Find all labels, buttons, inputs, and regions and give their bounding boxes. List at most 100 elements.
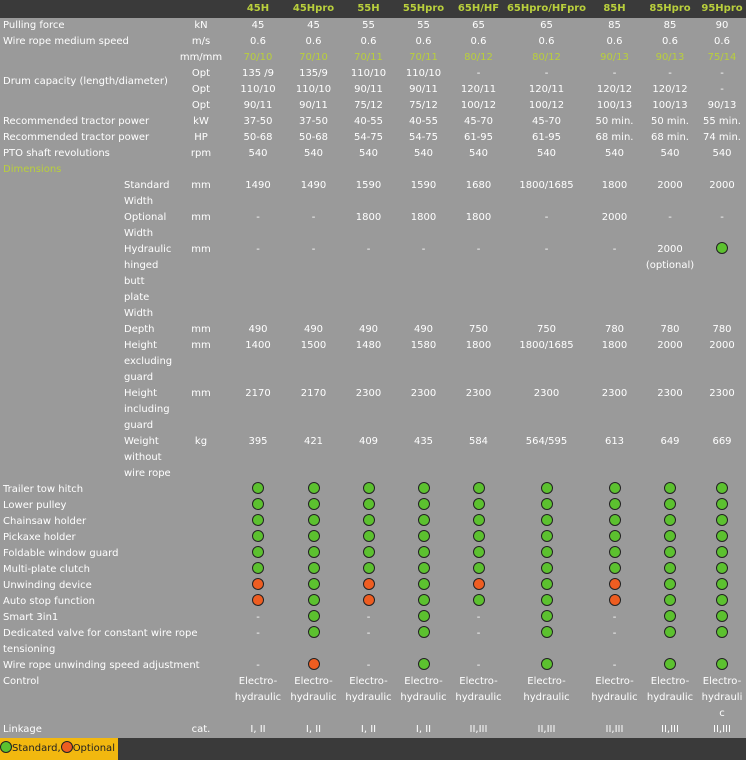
value-cell: 780: [604, 324, 625, 335]
standard-dot-icon: [506, 498, 587, 514]
value-cell: 0.6: [606, 36, 623, 47]
feature-label: Trailer tow hitch: [3, 484, 84, 495]
standard-dot-icon: [341, 482, 396, 498]
value-cell: -: [311, 212, 316, 223]
standard-dot-icon: [506, 546, 587, 562]
standard-dot-icon: [396, 626, 451, 658]
feature-row: Multi-plate clutch: [0, 562, 746, 578]
value-cell: 540: [248, 148, 268, 159]
control-value: Electro-hydraulic: [290, 676, 337, 703]
column-header-1: 45Hpro: [286, 0, 341, 18]
value-cell: 120/12: [652, 84, 688, 95]
value-cell: 90: [715, 20, 729, 31]
value-cell: 70/10: [299, 52, 328, 63]
standard-dot-icon: [506, 658, 587, 674]
value-cell: 90/11: [354, 84, 383, 95]
standard-dot-icon: [286, 626, 341, 658]
spec-row: Recommended tractor power HP 50-68 50-68 54-…: [0, 130, 746, 146]
value-cell: 110/10: [240, 84, 276, 95]
feature-row: Auto stop function: [0, 594, 746, 610]
value-cell: 2000: [657, 340, 683, 351]
value-cell: 74 min.: [703, 132, 741, 143]
standard-dot-icon: [642, 578, 698, 594]
value-cell: 54-75: [353, 132, 384, 143]
standard-dot-icon: [587, 530, 642, 546]
standard-dot-icon: [396, 578, 451, 594]
value-cell: 1800: [465, 340, 492, 351]
optional-dot-icon: [341, 594, 396, 610]
linkage-row: Linkage cat. I, II I, II I, II I, II II,III II,…: [0, 722, 746, 738]
value-cell: 649: [660, 436, 680, 447]
value-cell: 2300: [601, 388, 628, 399]
value-cell: -: [720, 84, 724, 95]
spec-table-sheet: 45H 45Hpro 55H 55Hpro 65H/HF 65Hpro/HFpro 85H 8…: [0, 0, 746, 738]
standard-dot-icon: [286, 578, 341, 594]
row-unit: kW: [193, 116, 209, 127]
standard-dot-icon: [587, 514, 642, 530]
value-cell: 61-95: [531, 132, 562, 143]
standard-dot-icon: [506, 578, 587, 594]
standard-dot-icon: [451, 546, 506, 562]
value-cell: -: [476, 628, 481, 639]
value-cell: 0.6: [470, 36, 487, 47]
spec-row: Recommended tractor power kW 37-50 37-50 40-…: [0, 114, 746, 130]
value-cell: 65: [540, 20, 553, 31]
row-unit: mm: [191, 388, 211, 399]
value-cell: 55 min.: [703, 116, 741, 127]
column-header-0: 45H: [230, 0, 286, 18]
value-cell: 1490: [245, 180, 271, 191]
value-cell: 540: [358, 148, 379, 159]
standard-dot-icon: [698, 530, 746, 546]
linkage-value: I, II: [250, 724, 266, 735]
legend-optional: Optional: [72, 743, 115, 754]
value-cell: 65: [472, 20, 485, 31]
standard-dot-icon: [286, 514, 341, 530]
value-cell: -: [612, 68, 617, 79]
feature-label: Pickaxe holder: [3, 532, 76, 543]
standard-dot-icon: [451, 562, 506, 578]
value-cell: 1800: [410, 212, 437, 223]
standard-dot-icon: [587, 546, 642, 562]
value-cell: -: [256, 244, 260, 255]
standard-dot-icon: [341, 546, 396, 562]
optional-dot-icon: [230, 578, 286, 594]
value-cell: 395: [248, 436, 268, 447]
value-cell: 135/9: [299, 68, 328, 79]
dimension-row: Optional Width mm - - 1800 1800 1800 - 2000 - -: [0, 210, 746, 242]
standard-dot-icon: [698, 626, 746, 658]
value-cell: 540: [303, 148, 324, 159]
row-label-drum-capacity: Drum capacity (length/diameter): [3, 76, 168, 87]
feature-row: Pickaxe holder: [0, 530, 746, 546]
row-unit: Opt: [191, 84, 211, 95]
standard-dot-icon: [698, 482, 746, 498]
value-cell: 1580: [410, 340, 437, 351]
value-cell: -: [720, 68, 724, 79]
value-cell: 613: [604, 436, 625, 447]
control-value: Electro-hydraulic: [234, 676, 282, 703]
linkage-value: II,III: [469, 724, 488, 735]
legend-bar: Standard, Optional: [0, 738, 746, 760]
feature-label: Chainsaw holder: [3, 516, 87, 527]
value-cell: 2300: [410, 388, 437, 399]
value-cell: 669: [712, 436, 732, 447]
value-cell: -: [256, 612, 260, 623]
value-cell: -: [476, 68, 481, 79]
standard-dot-icon: [230, 562, 286, 578]
dimensions-heading: Dimensions: [3, 164, 62, 175]
indent-cell: [0, 322, 124, 338]
row-unit: kg: [194, 436, 208, 447]
value-cell: 1800: [465, 212, 492, 223]
value-cell: 1480: [355, 340, 382, 351]
value-cell: 2300: [657, 388, 683, 399]
value-cell: 0.6: [415, 36, 432, 47]
standard-dot-icon: [286, 610, 341, 626]
value-cell: -: [476, 244, 481, 255]
value-cell: 61-95: [463, 132, 494, 143]
header-unit-cell: [172, 0, 230, 18]
standard-dot-icon: [230, 530, 286, 546]
value-cell: 1590: [410, 180, 437, 191]
feature-label: Wire rope unwinding speed adjustment: [3, 660, 200, 671]
feature-row: Lower pulley: [0, 498, 746, 514]
standard-dot-icon: [396, 546, 451, 562]
dimension-row: Standard Width mm 1490 1490 1590 1590 1680 1800…: [0, 178, 746, 210]
